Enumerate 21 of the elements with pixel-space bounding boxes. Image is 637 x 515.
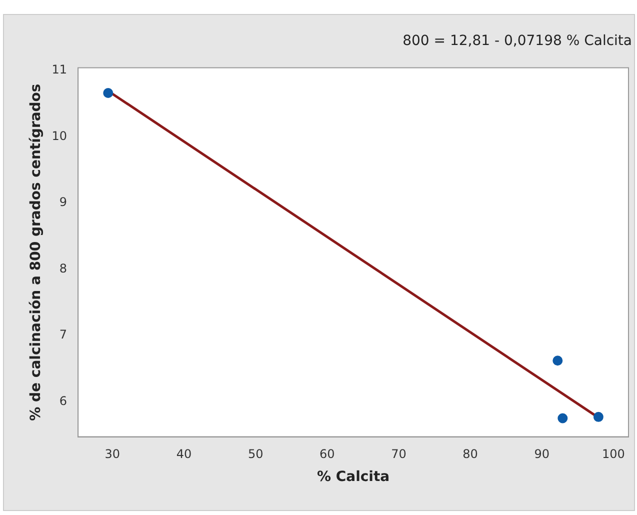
- x-tick-label: 60: [320, 447, 335, 462]
- x-tick-label: 100: [602, 447, 625, 462]
- point: [593, 412, 604, 422]
- y-tick-label: 10: [52, 128, 68, 143]
- y-tick-label: 11: [52, 62, 68, 77]
- y-tick-label: 6: [59, 394, 68, 408]
- point: [552, 356, 563, 366]
- point: [103, 88, 114, 98]
- x-tick-label: 70: [391, 447, 406, 462]
- x-tick-label: 90: [534, 447, 550, 462]
- y-tick-label: 7: [59, 328, 68, 342]
- y-tick-label: 8: [59, 261, 68, 276]
- x-tick-label: 40: [176, 447, 192, 462]
- y-tick-label: 9: [59, 195, 68, 210]
- chart-title: 800 = 12,81 - 0,07198 % Calcita: [402, 33, 632, 50]
- point: [558, 413, 568, 424]
- x-axis-title: % Calcita: [316, 469, 390, 486]
- x-tick-label: 50: [248, 447, 264, 462]
- x-tick-label: 80: [462, 447, 478, 462]
- x-tick-label: 30: [104, 447, 120, 462]
- y-axis-title: % de calcinación a 800 grados centígrados: [28, 84, 44, 421]
